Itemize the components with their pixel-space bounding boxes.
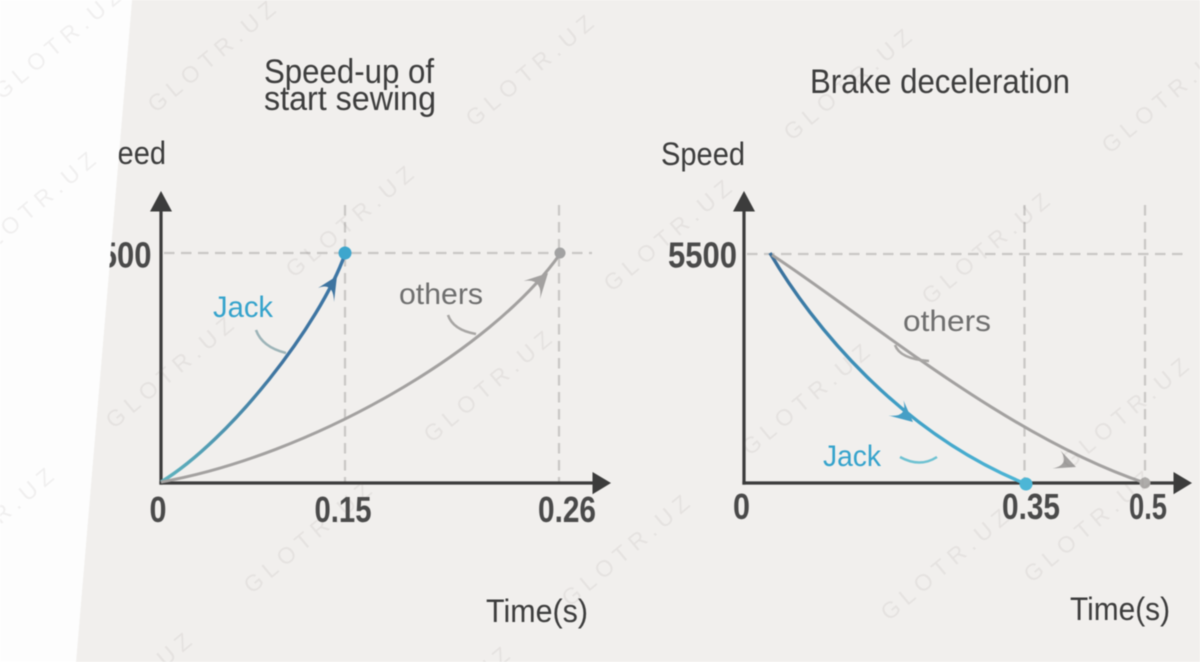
svg-text:Jack: Jack: [823, 440, 882, 473]
svg-text:Jack: Jack: [213, 291, 274, 324]
svg-text:others: others: [399, 278, 483, 311]
svg-text:0.15: 0.15: [315, 489, 372, 530]
svg-text:Speed: Speed: [661, 136, 745, 172]
svg-text:Time(s): Time(s): [1070, 591, 1170, 627]
svg-text:Brake deceleration: Brake deceleration: [810, 63, 1070, 101]
svg-text:0.26: 0.26: [538, 489, 596, 530]
svg-text:0: 0: [150, 489, 167, 530]
svg-text:0: 0: [733, 486, 750, 527]
svg-text:0.35: 0.35: [1002, 486, 1060, 527]
svg-text:Speed-up of: Speed-up of: [264, 53, 435, 91]
svg-text:start sewing: start sewing: [264, 80, 436, 118]
svg-text:others: others: [903, 305, 991, 338]
svg-text:5500: 5500: [668, 235, 737, 276]
svg-text:0.5: 0.5: [1129, 486, 1167, 527]
svg-text:Time(s): Time(s): [486, 593, 588, 629]
